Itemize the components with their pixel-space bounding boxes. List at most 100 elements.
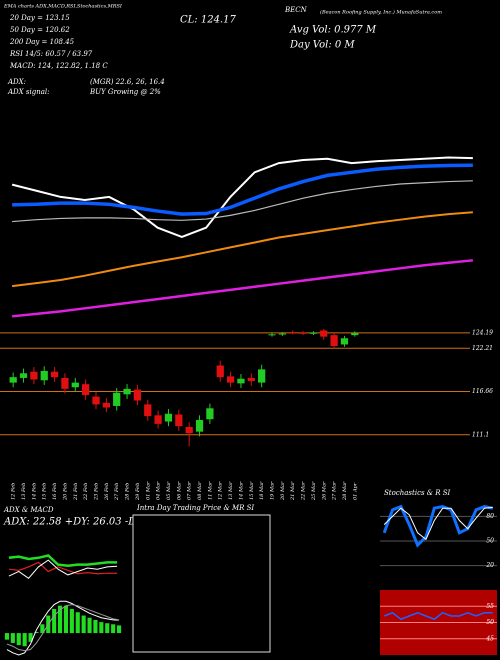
- series-line: [6, 600, 120, 656]
- x-tick-label: 12 Feb: [11, 483, 17, 500]
- candle-body: [71, 382, 79, 388]
- x-tick-label: 28 Mar: [342, 481, 348, 501]
- x-tick-label: 18 Mar: [259, 481, 265, 500]
- annotation: CL: 124.17: [180, 15, 236, 26]
- histogram-bar: [10, 633, 15, 643]
- candle-body: [258, 369, 266, 383]
- histogram-bar: [105, 623, 110, 634]
- y-tick-label: 124.19: [472, 329, 493, 336]
- candle-body: [206, 408, 214, 420]
- candle-body: [299, 332, 307, 334]
- x-tick-label: 27 Mar: [332, 481, 338, 501]
- x-tick-label: 04 Mar: [156, 481, 162, 500]
- x-tick-label: 16 Feb: [52, 483, 58, 500]
- panel-title: Stochastics & R SI: [384, 489, 451, 497]
- x-tick-label: 11 Mar: [207, 481, 213, 500]
- series-line: [11, 156, 473, 238]
- series-line: [8, 559, 118, 579]
- histogram-bar: [57, 605, 63, 634]
- histogram-bar: [16, 633, 21, 646]
- histogram-bar: [111, 624, 116, 634]
- y-tick-label: 20: [485, 562, 494, 569]
- x-tick-label: 20 Feb: [62, 483, 68, 501]
- candle-body: [92, 396, 100, 405]
- candle-body: [102, 402, 110, 408]
- y-tick-label: 122.21: [472, 345, 493, 352]
- x-tick-label: 14 Mar: [238, 481, 244, 500]
- histogram-bar: [4, 633, 10, 640]
- x-tick-label: 13 Feb: [21, 483, 27, 500]
- series-line: [8, 554, 118, 568]
- candle-body: [320, 330, 328, 337]
- y-tick-label: 80: [486, 513, 494, 520]
- x-tick-label: 23 Feb: [94, 483, 100, 501]
- annotation: BECN: [284, 6, 308, 14]
- x-tick-label: 12 Mar: [218, 481, 224, 500]
- histogram-bar: [75, 612, 80, 634]
- candle-body: [30, 371, 38, 380]
- candle-body: [19, 373, 28, 378]
- histogram-bar: [81, 615, 86, 634]
- candle-body: [154, 415, 162, 424]
- x-tick-label: 22 Mar: [301, 481, 307, 501]
- x-tick-label: 15 Mar: [249, 481, 255, 500]
- x-tick-label: 08 Mar: [197, 481, 203, 500]
- histogram-bar: [28, 633, 33, 642]
- candle-body: [82, 384, 90, 396]
- x-tick-label: 25 Mar: [311, 481, 317, 501]
- x-tick-label: 15 Feb: [42, 483, 48, 500]
- annotation: ADX signal:: [7, 88, 49, 96]
- x-tick-label: 06 Mar: [176, 481, 182, 500]
- x-tick-label: 22 Feb: [83, 483, 89, 501]
- x-tick-label: 26 Mar: [321, 481, 327, 501]
- y-tick-label: 45: [485, 635, 494, 642]
- candle-body: [185, 426, 193, 434]
- histogram-bar: [87, 617, 92, 634]
- candle-body: [226, 376, 235, 383]
- series-line: [382, 504, 494, 548]
- candle-body: [216, 365, 224, 378]
- candle-body: [309, 332, 318, 334]
- candle-body: [195, 419, 204, 432]
- annotation: ADX: 22.58 +DY: 26.03 -DY: 16.44: [3, 517, 177, 528]
- histogram-bar: [69, 608, 74, 634]
- x-tick-label: 05 Mar: [166, 481, 172, 500]
- candle-body: [164, 413, 173, 422]
- series-line: [6, 604, 120, 652]
- candle-body: [237, 378, 245, 384]
- annotation: BUY Growing @ 2%: [89, 88, 161, 96]
- annotation: 20 Day = 123.15: [9, 14, 70, 22]
- histogram-bar: [93, 619, 98, 634]
- x-tick-label: 07 Mar: [187, 481, 193, 500]
- series-line: [8, 561, 118, 575]
- x-tick-label: 28 Feb: [125, 483, 131, 501]
- annotation: 200 Day = 108.45: [9, 38, 75, 46]
- histogram-bar: [116, 625, 122, 634]
- y-tick-label: 50: [486, 538, 494, 545]
- candle-body: [340, 338, 349, 345]
- x-tick-label: 21 Mar: [290, 481, 296, 501]
- annotation: (MGR) 22.6, 26, 16.4: [90, 78, 165, 86]
- y-tick-label: 50: [486, 619, 494, 626]
- annotation: RSI 14/5: 60.57 / 63.97: [9, 50, 93, 58]
- histogram-bar: [63, 605, 69, 634]
- y-tick-label: 116.66: [472, 388, 493, 395]
- x-tick-label: 01 Apr: [352, 482, 358, 500]
- candle-body: [351, 333, 359, 336]
- candle-body: [9, 377, 17, 383]
- x-tick-label: 14 Feb: [31, 483, 37, 500]
- x-tick-label: 13 Mar: [228, 481, 234, 500]
- series-line: [383, 506, 493, 541]
- candle-body: [133, 389, 142, 401]
- candle-body: [330, 335, 338, 347]
- candle-body: [61, 377, 69, 389]
- x-tick-label: 21 Feb: [73, 483, 79, 501]
- panel-title: Intra Day Trading Price & MR SI: [136, 504, 254, 512]
- histogram-bar: [22, 633, 27, 647]
- series-line: [383, 611, 493, 621]
- histogram-bar: [40, 624, 45, 634]
- panel-frame: [132, 514, 271, 653]
- annotation: EMA charts ADX,MACD,RSI,Stochastics,MRSI: [3, 4, 123, 10]
- candle-body: [289, 332, 297, 334]
